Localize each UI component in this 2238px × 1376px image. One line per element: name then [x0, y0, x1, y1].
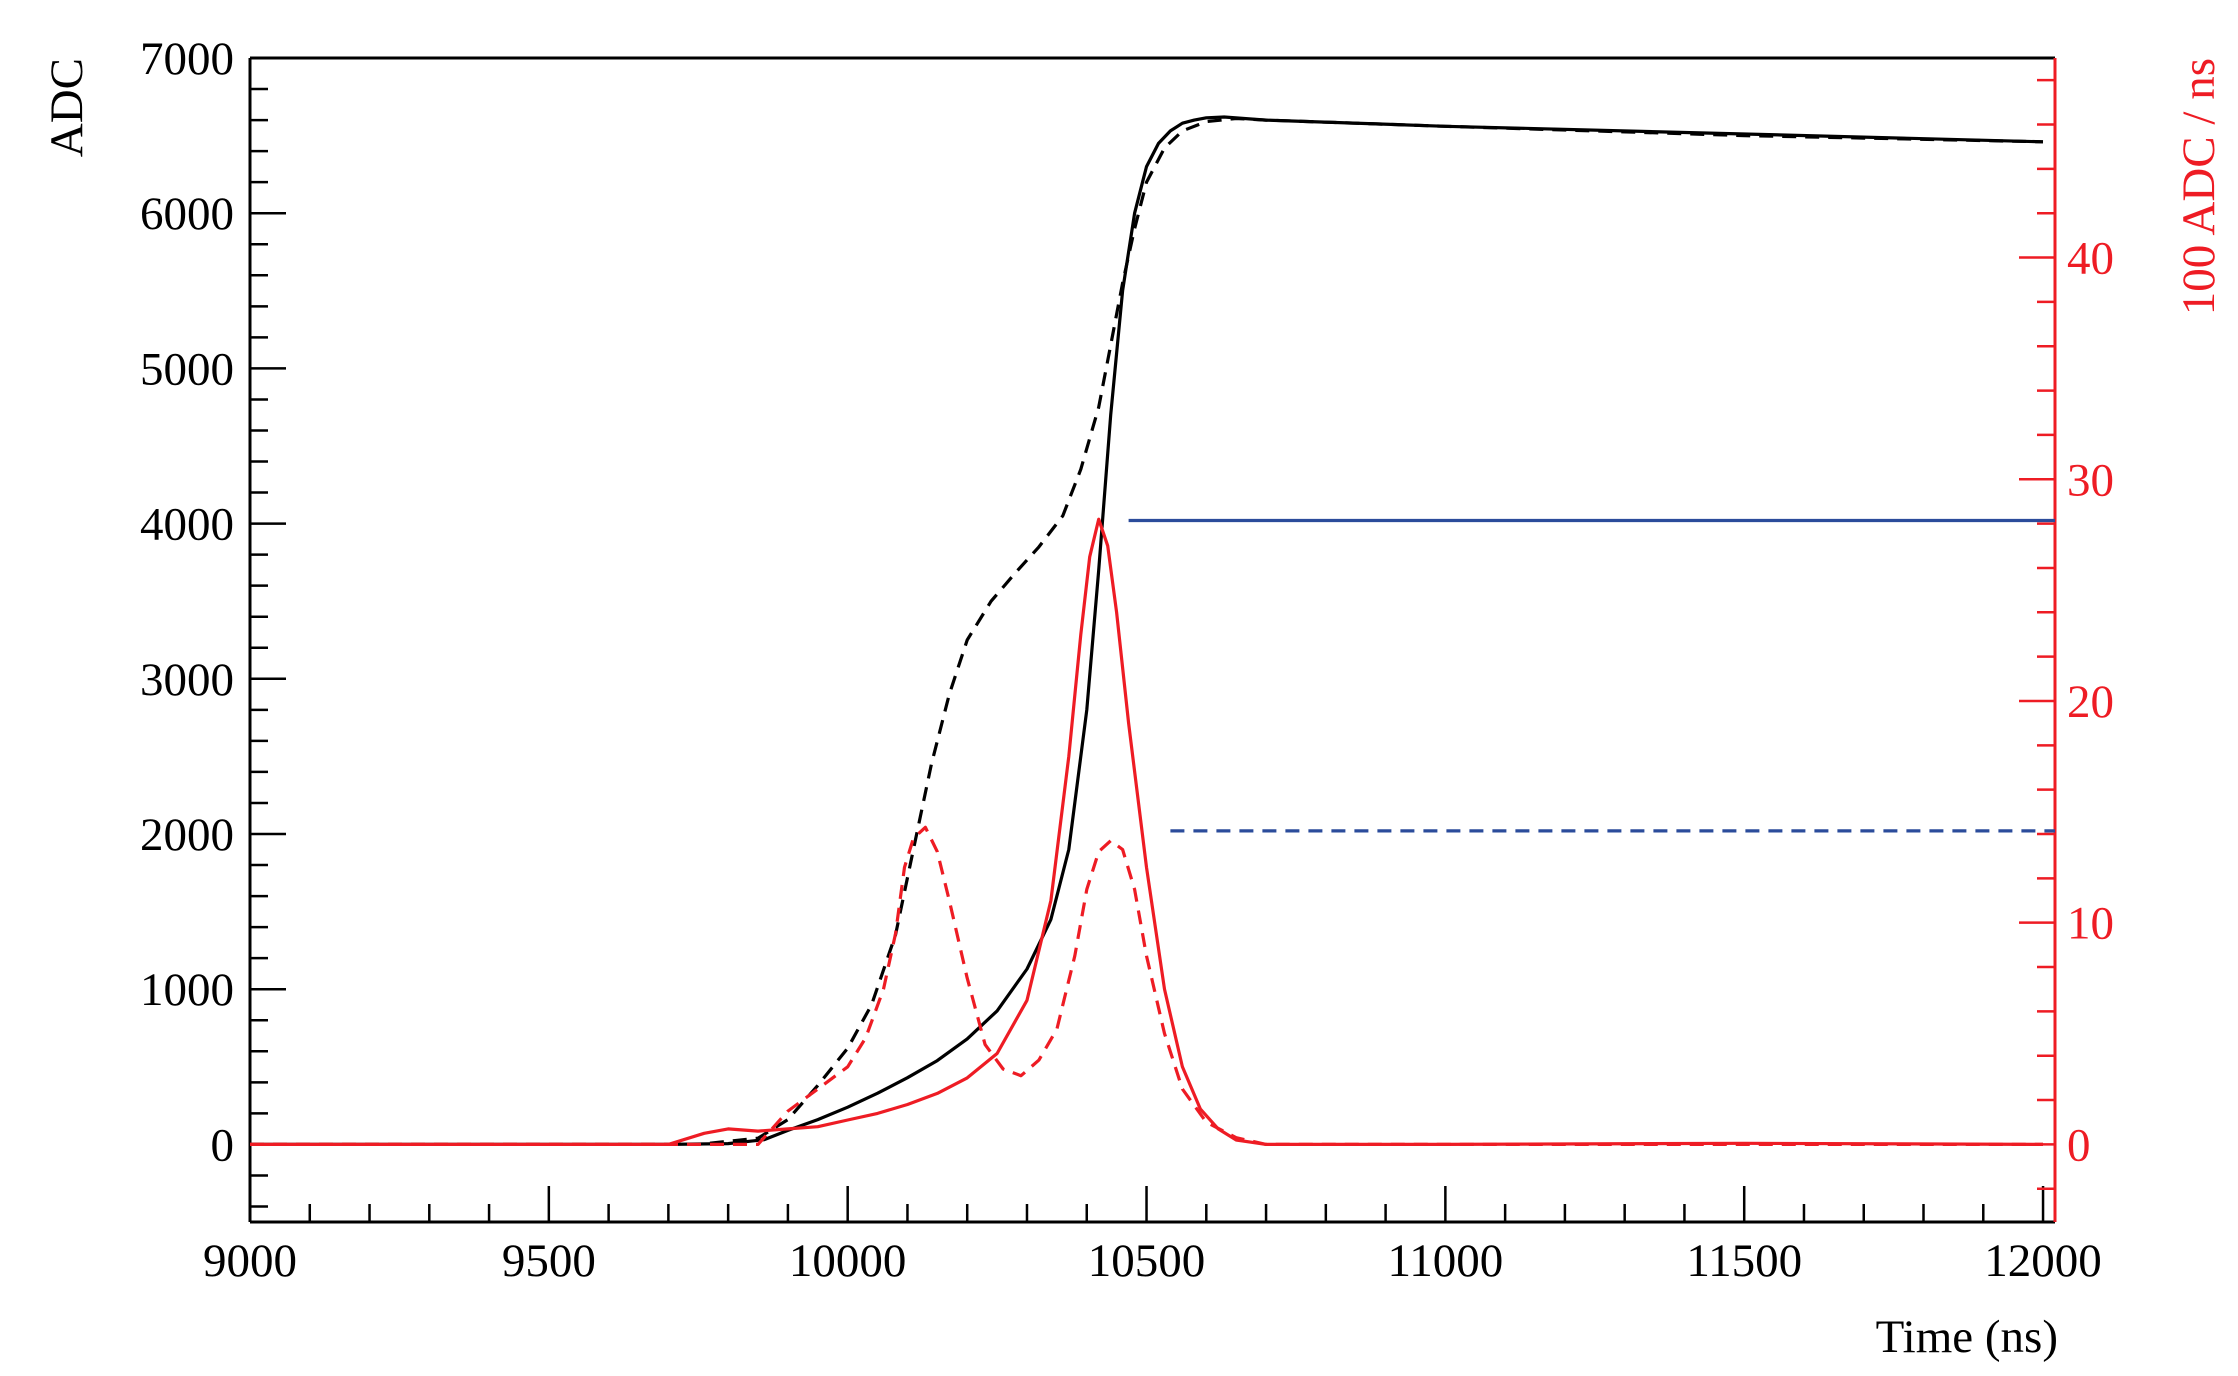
axes-frame	[248, 56, 2057, 1224]
y-left-tick-label: 3000	[140, 654, 234, 706]
tick-labels: 9000 9500 10000 10500 11000 11500 12000 0 1000 20…	[140, 33, 2114, 1287]
y-left-tick-label: 2000	[140, 809, 234, 861]
y-left-tick-label: 7000	[140, 33, 234, 85]
y-axis-left-label: ADC	[41, 58, 93, 157]
y-left-tick-label: 1000	[140, 964, 234, 1016]
y-right-tick-label: 0	[2067, 1119, 2091, 1171]
x-tick-label: 10000	[789, 1235, 907, 1287]
series-line-1	[250, 116, 2044, 1147]
series-line-3	[250, 825, 2043, 1147]
y-left-tick-label: 0	[211, 1119, 235, 1171]
x-tick-label: 12000	[1984, 1235, 2102, 1287]
y-right-tick-label: 10	[2067, 898, 2114, 950]
y-left-tick-label: 4000	[140, 499, 234, 551]
axis-ticks	[248, 56, 2055, 1222]
y-left-tick-label: 5000	[140, 343, 234, 395]
y-axis-right-label: 100 ADC / ns	[2173, 58, 2225, 315]
series-layer	[250, 115, 2055, 1147]
x-tick-label: 11500	[1686, 1235, 1802, 1287]
x-tick-label: 11000	[1387, 1235, 1503, 1287]
series-line-0	[250, 115, 2044, 1147]
x-tick-label: 9500	[502, 1235, 596, 1287]
y-right-tick-label: 40	[2067, 233, 2114, 285]
y-right-tick-label: 20	[2067, 676, 2114, 728]
x-tick-label: 10500	[1088, 1235, 1206, 1287]
y-left-tick-label: 6000	[140, 188, 234, 240]
x-axis-label: Time (ns)	[1876, 1311, 2058, 1363]
y-right-tick-label: 30	[2067, 454, 2114, 506]
x-tick-label: 9000	[203, 1235, 297, 1287]
